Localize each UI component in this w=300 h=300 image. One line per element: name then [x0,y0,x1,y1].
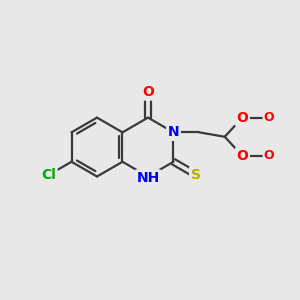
Text: O: O [236,111,248,124]
Text: NH: NH [136,171,160,185]
Text: Cl: Cl [41,168,56,182]
Text: O: O [264,149,274,162]
Text: N: N [168,125,179,139]
Text: O: O [142,85,154,99]
Text: S: S [191,168,201,182]
Text: O: O [264,111,274,124]
Text: O: O [236,149,248,163]
